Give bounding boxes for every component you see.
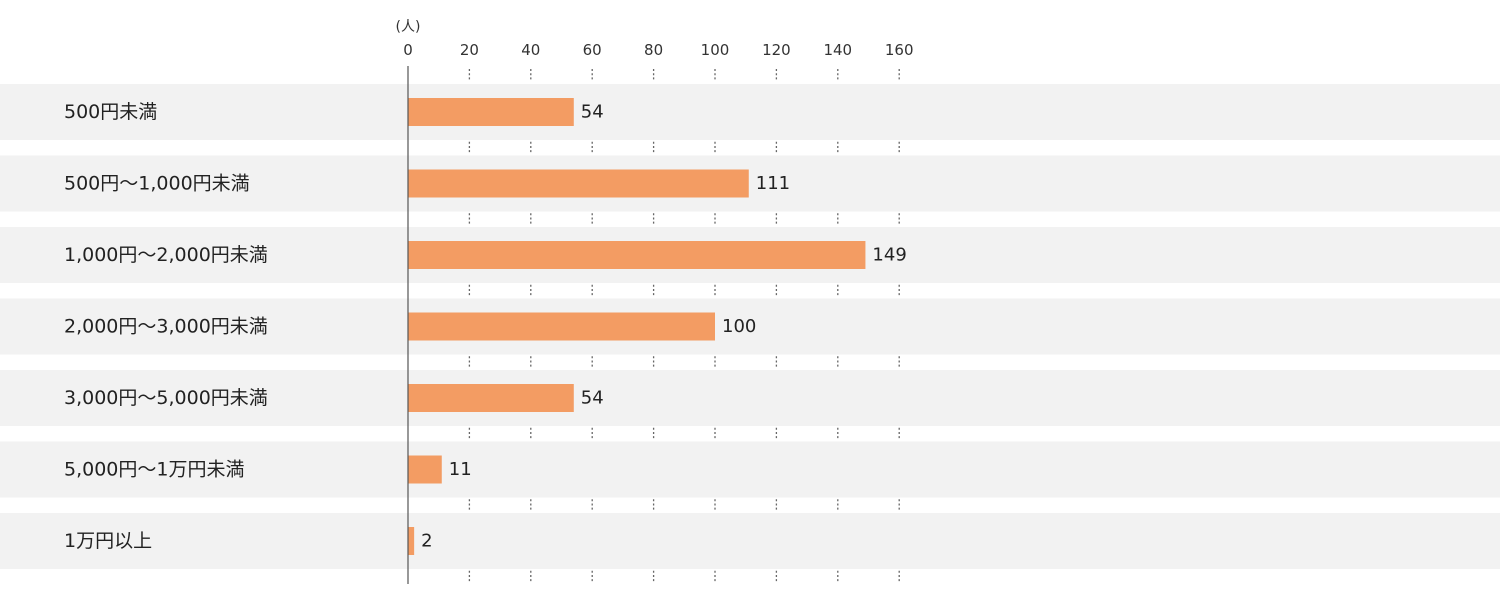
x-tick-label: 140 — [823, 41, 852, 59]
x-tick-label: 80 — [644, 41, 663, 59]
labels: 54 500円未満 111 500円～1,000円未満 149 1,000円～2,000円… — [64, 101, 907, 552]
bar — [408, 98, 574, 126]
x-tick-label: 120 — [762, 41, 791, 59]
row-band — [0, 298, 1500, 355]
bar — [408, 455, 442, 484]
bar — [408, 527, 415, 555]
x-axis-unit-label: (人) — [396, 19, 421, 35]
gridlines — [468, 69, 900, 583]
value-label: 11 — [449, 459, 472, 480]
value-label: 2 — [421, 531, 432, 552]
x-tick-label: 20 — [460, 41, 479, 59]
x-tick-label: 40 — [521, 41, 540, 59]
x-tick-label: 0 — [403, 41, 413, 59]
value-label: 54 — [581, 388, 604, 409]
category-label: 5,000円～1万円未満 — [64, 459, 244, 481]
category-label: 1万円以上 — [64, 530, 152, 552]
bar — [408, 312, 715, 341]
row-bands — [0, 84, 1500, 569]
x-tick-label: 60 — [583, 41, 602, 59]
value-label: 149 — [872, 245, 906, 266]
value-label: 111 — [756, 173, 790, 194]
x-tick-labels: 0 20 40 60 80 100 120 140 160 — [403, 41, 913, 59]
bar — [408, 384, 574, 412]
row-band — [0, 513, 1500, 569]
row-band — [0, 370, 1500, 426]
category-label: 500円～1,000円未満 — [64, 173, 250, 195]
row-band — [0, 441, 1500, 498]
bar — [408, 169, 749, 198]
bars — [408, 98, 866, 555]
x-tick-label: 100 — [701, 41, 730, 59]
value-label: 100 — [722, 316, 756, 337]
category-label: 3,000円～5,000円未満 — [64, 387, 268, 409]
value-label: 54 — [581, 102, 604, 123]
bar — [408, 241, 866, 269]
x-tick-label: 160 — [885, 41, 914, 59]
row-band — [0, 84, 1500, 140]
category-label: 2,000円～3,000円未満 — [64, 316, 268, 338]
category-label: 500円未満 — [64, 101, 157, 123]
row-band — [0, 155, 1500, 212]
category-label: 1,000円～2,000円未満 — [64, 244, 268, 266]
